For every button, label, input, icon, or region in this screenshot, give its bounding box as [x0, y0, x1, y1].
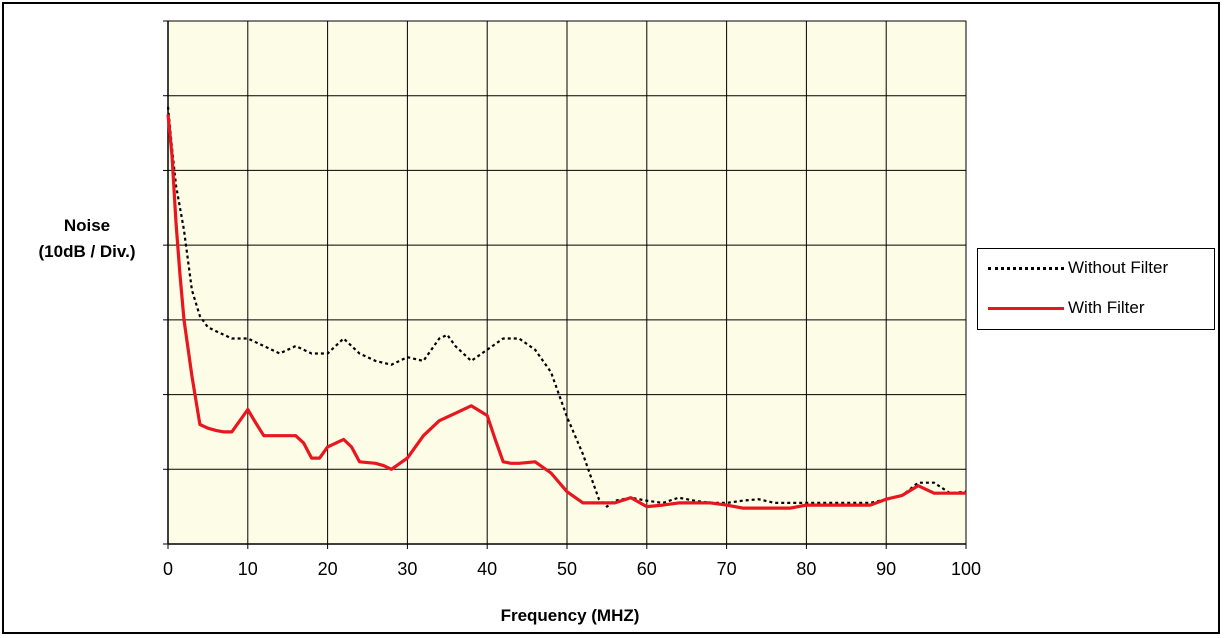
x-tick-label: 70	[717, 559, 737, 579]
series-line-with-filter	[166, 114, 966, 510]
x-tick-label: 100	[951, 559, 981, 579]
x-tick-label: 30	[397, 559, 417, 579]
y-axis-label-line-1: Noise	[63, 216, 111, 235]
x-tick-label: 90	[876, 559, 896, 579]
series-line-without-filter	[166, 106, 967, 508]
legend-label-with-filter: With Filter	[1068, 298, 1145, 317]
legend-swatch-without-filter	[988, 266, 1064, 270]
x-tick-label: 50	[557, 559, 577, 579]
legend: Without Filter With Filter	[977, 248, 1215, 330]
x-tick-label: 0	[163, 559, 173, 579]
x-tick-label: 40	[477, 559, 497, 579]
y-axis-label-line-2: (10dB / Div.)	[38, 242, 136, 261]
x-axis-ticks: 0 10 20 30 40 50 60 70 80 90 100	[163, 544, 981, 579]
legend-item-without-filter: Without Filter	[988, 256, 1168, 280]
legend-label-without-filter: Without Filter	[1068, 258, 1169, 277]
series-lines	[166, 106, 967, 510]
x-tick-label: 60	[637, 559, 657, 579]
x-axis-label: Frequency (MHZ)	[500, 606, 640, 625]
x-tick-label: 10	[238, 559, 258, 579]
legend-item-with-filter: With Filter	[988, 296, 1145, 320]
line-chart: 0 10 20 30 40 50 60 70 80 90 100	[163, 20, 981, 579]
legend-swatch-with-filter	[988, 306, 1064, 310]
x-tick-label: 80	[796, 559, 816, 579]
x-tick-label: 20	[318, 559, 338, 579]
